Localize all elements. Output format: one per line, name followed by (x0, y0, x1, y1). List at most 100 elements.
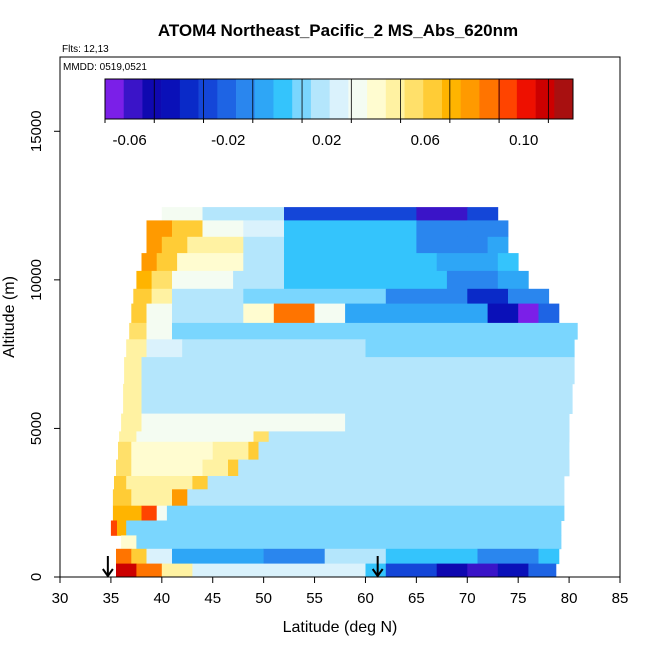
chart-title: ATOM4 Northeast_Pacific_2 MS_Abs_620nm (158, 21, 518, 40)
heatmap-cell (110, 520, 118, 536)
heatmap-cell (141, 413, 315, 432)
y-tick-label: 0 (28, 573, 45, 581)
heatmap-cell (467, 220, 509, 238)
colorbar-swatch (441, 79, 461, 119)
flights-note: Flts: 12,13 (62, 44, 109, 55)
heatmap-cell (243, 236, 285, 254)
heatmap-cell (114, 476, 127, 490)
colorbar-labels: -0.06 -0.02 0.02 0.06 0.10 (112, 132, 538, 149)
heatmap-cell (172, 548, 264, 565)
heatmap-cell (365, 339, 575, 358)
heatmap-cell (116, 548, 132, 565)
colorbar-tick-label: -0.06 (112, 132, 146, 149)
heatmap-cell (284, 207, 417, 221)
heatmap-cell (284, 220, 417, 238)
heatmap-cell (141, 383, 183, 414)
heatmap-cell (146, 220, 173, 238)
colorbar-swatch (367, 79, 387, 119)
heatmap-cell (467, 207, 499, 221)
heatmap-cell (477, 548, 539, 565)
colorbar-tick-label: 0.06 (411, 132, 440, 149)
heatmap-cell (416, 220, 468, 238)
colorbar-swatch (516, 79, 536, 119)
heatmap-cell (228, 459, 239, 477)
heatmap-cell (273, 303, 315, 324)
heatmap-cell (121, 535, 137, 550)
heatmap-cell (436, 563, 468, 578)
heatmap-cell (497, 563, 529, 578)
heatmap-cell (497, 253, 519, 272)
colorbar-swatch (273, 79, 293, 119)
heatmap-cell (345, 303, 488, 324)
heatmap-cell (146, 236, 163, 254)
colorbar-swatch (460, 79, 480, 119)
heatmap-cell (182, 357, 575, 385)
heatmap-cell (177, 253, 244, 272)
heatmap-cell (508, 288, 550, 305)
heatmap-cell (192, 476, 209, 490)
heatmap-cell (112, 489, 132, 506)
heatmap-cell (497, 270, 529, 290)
colorbar-swatch (123, 79, 143, 119)
heatmap-cell (314, 322, 519, 340)
date-note: MMDD: 0519,0521 (63, 62, 147, 73)
heatmap-cell (182, 339, 366, 358)
x-tick-label: 40 (153, 590, 170, 607)
heatmap-cell (123, 383, 142, 414)
heatmap-cell (131, 303, 147, 324)
colorbar-swatch (254, 79, 274, 119)
x-tick-label: 60 (357, 590, 374, 607)
heatmap-cell (314, 303, 346, 324)
heatmap-cell (151, 288, 173, 305)
x-tick-label: 85 (612, 590, 629, 607)
heatmap-cell (202, 459, 229, 477)
heatmap-cell (187, 489, 565, 506)
colorbar-swatch (142, 79, 162, 119)
heatmap-cell (172, 303, 244, 324)
arrow-marker (371, 556, 384, 578)
heatmap-cell (172, 489, 188, 506)
heatmap-cell (436, 253, 499, 272)
x-tick-label: 80 (561, 590, 578, 607)
heatmap-cell (161, 207, 203, 221)
x-tick-label: 30 (52, 590, 69, 607)
heatmap-cell (365, 563, 387, 578)
heatmap-cells (110, 207, 578, 578)
heatmap-cell (212, 441, 249, 460)
heatmap-cell (268, 431, 570, 443)
colorbar-swatch (198, 79, 218, 119)
heatmap-cell (133, 288, 152, 305)
colorbar-tick-label: 0.10 (509, 132, 538, 149)
heatmap-cell (202, 220, 244, 238)
heatmap-cell (121, 413, 142, 432)
heatmap-cell (243, 220, 285, 238)
colorbar-swatch (423, 79, 443, 119)
x-tick-label: 70 (459, 590, 476, 607)
heatmap-cell (416, 236, 489, 254)
colorbar-swatch (105, 79, 125, 119)
heatmap-cell (385, 288, 468, 305)
heatmap-cell (243, 303, 275, 324)
heatmap-cell (284, 253, 438, 272)
colorbar-swatch (479, 79, 499, 119)
x-axis-label: Latitude (deg N) (283, 619, 398, 636)
colorbar-swatch (498, 79, 518, 119)
heatmap-cell (385, 548, 478, 565)
heatmap-cell (528, 563, 557, 578)
arrow-marker (102, 556, 114, 578)
colorbar-swatch (236, 79, 256, 119)
heatmap-cell (238, 459, 570, 477)
heatmap-cell (146, 322, 173, 340)
heatmap-cell (172, 322, 315, 340)
colorbar-swatch (310, 79, 330, 119)
heatmap-cell (187, 236, 244, 254)
heatmap-cell (314, 413, 346, 432)
heatmap-cell (156, 505, 168, 521)
x-axis: 30 35 40 45 50 55 60 65 70 75 80 85 (52, 577, 629, 607)
heatmap-cell (253, 431, 270, 443)
heatmap-cell (126, 339, 147, 358)
heatmap-cell (131, 441, 214, 460)
heatmap-cell (284, 270, 448, 290)
heatmap-cell (233, 270, 285, 290)
heatmap-cell (243, 253, 285, 272)
